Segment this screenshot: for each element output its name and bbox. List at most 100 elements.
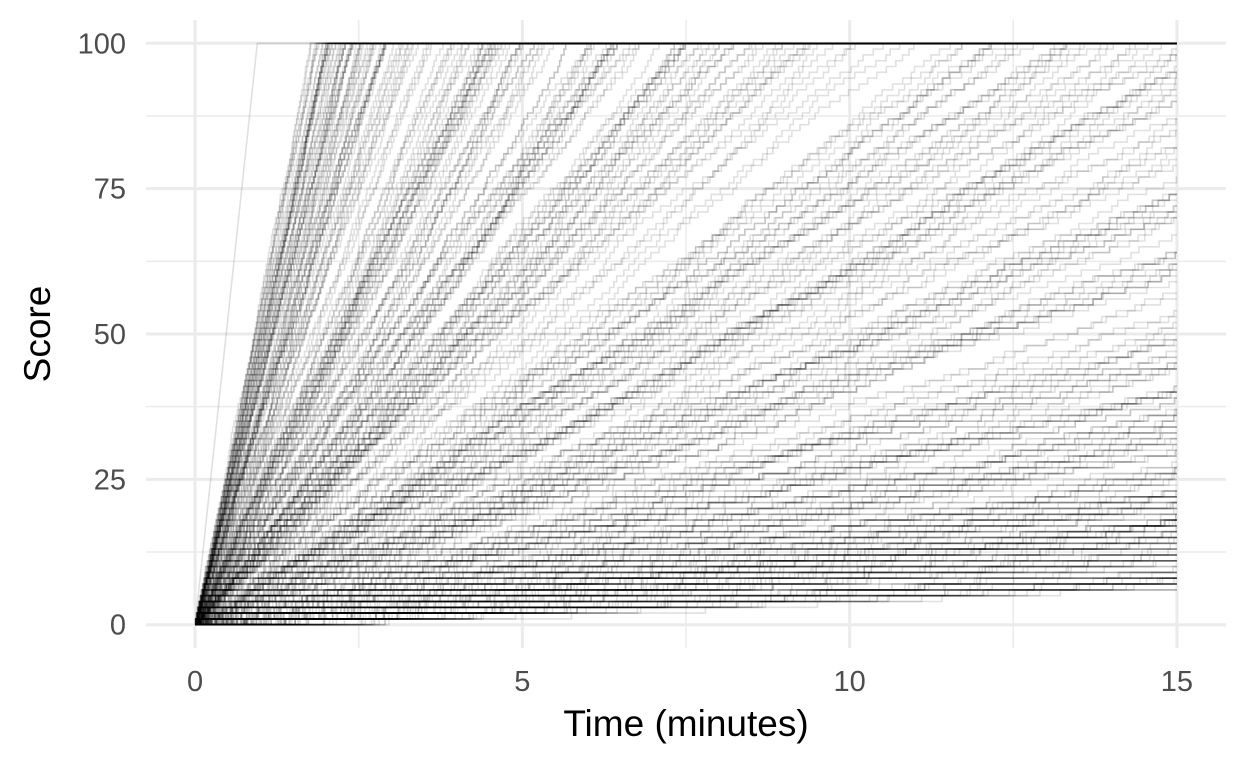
score-trajectory-line xyxy=(195,513,1177,626)
score-trajectory-line xyxy=(195,565,1177,626)
score-trajectory-line xyxy=(195,449,1177,626)
score-trajectory-line xyxy=(195,501,1177,626)
score-trajectory-line xyxy=(195,583,1177,626)
score-trajectory-line xyxy=(195,496,1177,626)
score-trajectory-line xyxy=(195,542,1177,626)
score-trajectory-line xyxy=(195,496,1177,626)
score-trajectory-line xyxy=(195,391,1177,626)
score-trajectory-line xyxy=(195,216,1177,626)
score-trajectory-line xyxy=(195,472,1177,626)
score-trajectory-line xyxy=(195,478,1177,626)
score-trajectory-line xyxy=(195,42,1177,626)
score-trajectory-line xyxy=(195,42,1177,626)
score-trajectory-line xyxy=(195,48,1177,626)
score-trajectory-line xyxy=(195,583,1177,626)
score-trajectory-line xyxy=(195,42,1177,626)
score-trajectory-line xyxy=(195,42,1177,626)
score-trajectory-line xyxy=(195,42,1177,626)
score-trajectory-line xyxy=(195,263,1177,626)
y-tick-label: 25 xyxy=(94,464,126,496)
score-trajectory-line xyxy=(195,42,1177,626)
score-trajectory-line xyxy=(195,571,1177,626)
score-trajectory-line xyxy=(195,42,1177,626)
score-trajectory-line xyxy=(195,42,1177,626)
score-trajectory-line xyxy=(195,519,1177,626)
score-trajectory-line xyxy=(195,263,1177,626)
score-trajectory-line xyxy=(195,176,1178,626)
score-trajectory-line xyxy=(195,42,1177,626)
score-trajectory-line xyxy=(195,472,1177,626)
score-trajectory-line xyxy=(195,42,1177,626)
score-trajectory-line xyxy=(195,42,1177,626)
score-trajectory-line xyxy=(195,571,1177,626)
score-trajectory-line xyxy=(195,42,1177,626)
score-trajectory-line xyxy=(195,42,1177,626)
score-trajectory-line xyxy=(195,42,1177,626)
score-trajectory-line xyxy=(195,426,1177,626)
score-trajectory-line xyxy=(195,42,1177,626)
y-axis-title: Score xyxy=(17,286,58,383)
score-trajectory-line xyxy=(195,42,1177,626)
y-tick-label: 50 xyxy=(94,319,126,351)
score-trajectory-line xyxy=(195,42,1177,626)
score-trajectory-line xyxy=(195,530,1177,626)
score-trajectory-line xyxy=(195,42,1177,626)
score-trajectory-line xyxy=(195,560,1177,626)
score-trajectory-line xyxy=(195,42,1177,626)
score-trajectory-line xyxy=(195,42,1177,626)
score-trajectory-line xyxy=(195,519,1177,626)
score-trajectory-line xyxy=(195,42,1177,626)
score-trajectory-line xyxy=(195,42,1177,626)
score-trajectory-line xyxy=(195,118,1177,626)
score-trajectory-line xyxy=(195,554,1177,626)
score-trajectory-line xyxy=(195,42,1177,626)
score-trajectory-line xyxy=(195,42,1177,626)
score-trajectory-line xyxy=(195,414,1177,626)
score-trajectory-line xyxy=(195,211,1177,626)
score-trajectory-line xyxy=(195,414,1177,626)
score-trajectory-line xyxy=(195,42,1177,626)
score-trajectory-line xyxy=(195,42,1177,626)
score-trajectory-line xyxy=(195,484,1177,626)
score-trajectory-line xyxy=(195,478,1177,626)
score-trajectory-line xyxy=(195,42,1177,626)
score-trajectory-line xyxy=(195,490,1177,626)
score-trajectory-line xyxy=(195,42,1177,626)
score-trajectory-line xyxy=(195,147,1177,626)
score-trajectory-line xyxy=(195,536,1177,626)
score-trajectory-line xyxy=(195,356,1177,626)
score-trajectory-line xyxy=(195,391,1177,626)
score-trajectory-line xyxy=(195,536,1177,626)
score-trajectory-line xyxy=(195,496,1177,626)
score-trajectory-line xyxy=(195,42,1177,626)
score-trajectory-line xyxy=(195,496,1177,626)
score-trajectory-line xyxy=(195,560,1177,626)
score-trajectory-line xyxy=(195,536,1177,626)
score-trajectory-line xyxy=(195,42,1177,626)
score-trajectory-line xyxy=(195,42,1177,626)
score-trajectory-line xyxy=(195,560,1177,626)
score-trajectory-line xyxy=(195,42,1177,626)
score-trajectory-line xyxy=(195,542,1177,626)
score-trajectory-line xyxy=(195,42,1177,626)
score-trajectory-line xyxy=(195,542,1177,626)
x-tick-label: 5 xyxy=(514,666,530,698)
score-trajectory-line xyxy=(195,42,1177,626)
score-trajectory-line xyxy=(195,525,1177,626)
score-trajectory-line xyxy=(195,42,1177,626)
score-trajectory-line xyxy=(195,577,1177,626)
score-trajectory-line xyxy=(195,42,1177,626)
score-trajectory-line xyxy=(195,519,1177,626)
score-trajectory-line xyxy=(195,472,1177,626)
score-trajectory-line xyxy=(195,577,1177,626)
score-trajectory-line xyxy=(195,42,1177,626)
score-trajectory-line xyxy=(195,42,1177,626)
score-trajectory-line xyxy=(195,205,1177,626)
score-trajectory-line xyxy=(195,368,1177,626)
score-trajectory-line xyxy=(195,519,1177,626)
score-trajectory-line xyxy=(195,42,1177,626)
score-trajectory-line xyxy=(195,42,1177,626)
score-trajectory-line xyxy=(195,565,1177,626)
score-trajectory-line xyxy=(195,42,1177,626)
score-trajectory-line xyxy=(195,339,1177,626)
